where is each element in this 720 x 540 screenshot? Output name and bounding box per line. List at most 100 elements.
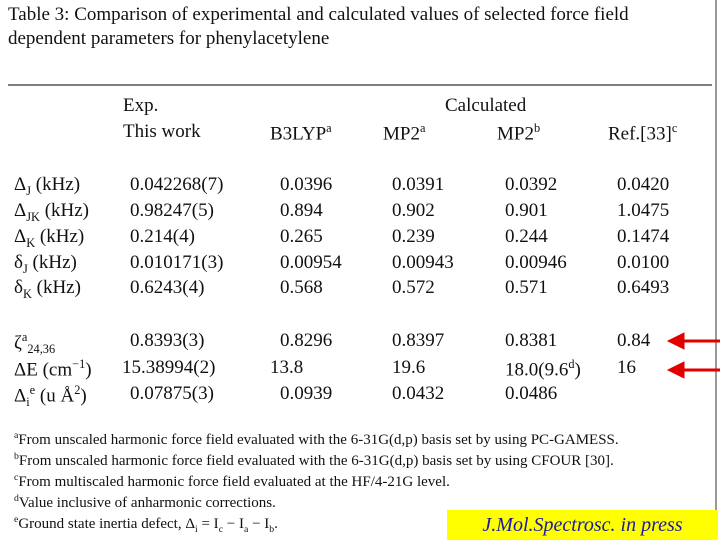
text: 0.8381: [505, 330, 558, 351]
row-label: δJ (kHz): [14, 252, 77, 277]
text: ): [85, 359, 92, 381]
cell: 0.571: [505, 277, 548, 299]
text: 0.8296: [280, 330, 333, 351]
text: Ground state inertia defect, Δ: [18, 516, 195, 532]
column-header: MP2b: [497, 121, 540, 145]
cell: 0.894: [280, 200, 323, 222]
sup: 2: [74, 383, 81, 397]
text: 0.8393(3): [130, 330, 205, 351]
text: 0.0939: [280, 383, 333, 404]
text: Δ: [14, 200, 27, 221]
row-label: ΔK (kHz): [14, 226, 84, 251]
column-header: Ref.[33]c: [608, 121, 677, 145]
text: 0.6493: [617, 277, 670, 298]
arrows: [666, 332, 720, 379]
sub: a: [243, 524, 249, 535]
text: 0.0396: [280, 174, 333, 195]
text: 0.010171(3): [130, 252, 224, 273]
cell: 0.0396: [280, 174, 332, 196]
cell: 0.8381: [505, 330, 557, 352]
text: 0.0486: [505, 383, 558, 404]
text: − I: [223, 516, 244, 532]
text: (cm: [37, 359, 73, 381]
sup: −1: [72, 357, 86, 371]
sup: b: [533, 121, 541, 135]
cell: 0.84: [617, 330, 650, 352]
text: 0.571: [505, 277, 548, 298]
cell: 0.6243(4): [130, 277, 204, 299]
sup: b: [14, 451, 19, 462]
cell: 0.042268(7): [130, 174, 223, 196]
cell: 0.0392: [505, 174, 557, 196]
cell: 0.8296: [280, 330, 332, 352]
text: 0.6243(4): [130, 277, 205, 298]
text: Δ: [14, 174, 27, 195]
text: ): [574, 359, 581, 381]
badge: J.Mol.Spectrosc. in press: [447, 510, 718, 540]
text: 0.07875(3): [130, 383, 214, 404]
text: Δ: [14, 385, 27, 407]
text: 15.38994(2): [122, 357, 216, 378]
cell: 0.239: [392, 226, 435, 248]
sup: e: [29, 383, 36, 397]
text: 0.84: [617, 330, 651, 351]
text: 0.244: [505, 226, 548, 247]
text: ζ: [14, 332, 22, 354]
sub: JK: [26, 209, 40, 224]
text: ΔE: [14, 359, 38, 381]
header: Calculated: [445, 95, 527, 116]
text: 0.0391: [392, 174, 445, 195]
cell: 0.0939: [280, 383, 332, 405]
cell: 13.8: [270, 357, 303, 379]
cell: 0.0391: [392, 174, 444, 196]
cell: 0.00943: [392, 252, 454, 274]
sup: c: [14, 472, 19, 483]
sup: a: [21, 330, 28, 344]
cell: 0.8397: [392, 330, 444, 352]
sup: a: [14, 430, 19, 441]
cell: 1.0475: [617, 200, 669, 222]
row-label: ζa24,36: [14, 330, 55, 357]
sup: d: [14, 493, 19, 504]
cell: 0.6493: [617, 277, 669, 299]
cell: 0.00946: [505, 252, 567, 274]
cell: 16: [617, 357, 636, 379]
sup: e: [14, 514, 19, 525]
cell: 18.0(9.6d): [505, 357, 581, 381]
text: 13.8: [270, 357, 304, 378]
text: 0.0420: [617, 174, 670, 195]
cell: 0.1474: [617, 226, 669, 248]
text: 18.0(9.6: [505, 359, 569, 381]
cell: 15.38994(2): [122, 357, 215, 379]
text: 1.0475: [617, 200, 670, 221]
text: 0.98247(5): [130, 200, 214, 221]
sub: 24,36: [27, 342, 56, 357]
text: 0.902: [392, 200, 435, 221]
header: Exp.: [123, 95, 159, 116]
text: 0.901: [505, 200, 548, 221]
cell: 0.902: [392, 200, 435, 222]
sup: a: [326, 121, 332, 135]
row-label: Δie (u Å2): [14, 383, 87, 410]
text: .: [274, 516, 278, 532]
text: From multiscaled harmonic force field ev…: [18, 474, 450, 490]
footnote: eGround state inertia defect, Δi = Ic − …: [14, 514, 278, 535]
text: 0.572: [392, 277, 435, 298]
text: 0.239: [392, 226, 435, 247]
text: From unscaled harmonic force field evalu…: [18, 432, 619, 448]
sup: c: [671, 121, 678, 135]
text: (kHz): [39, 200, 89, 221]
text: 0.00954: [280, 252, 342, 273]
text: 0.8397: [392, 330, 445, 351]
text: (kHz): [27, 252, 77, 273]
text: Δ: [14, 226, 27, 247]
cell: 0.265: [280, 226, 323, 248]
text: − I: [248, 516, 270, 532]
column-header: B3LYPa: [270, 121, 332, 145]
cell: 0.901: [505, 200, 548, 222]
row-label: ΔJ (kHz): [14, 174, 80, 199]
text: 0.1474: [617, 226, 670, 247]
text: 0.265: [280, 226, 323, 247]
cell: 0.0432: [392, 383, 444, 405]
text: Ref.[33]: [608, 123, 672, 145]
